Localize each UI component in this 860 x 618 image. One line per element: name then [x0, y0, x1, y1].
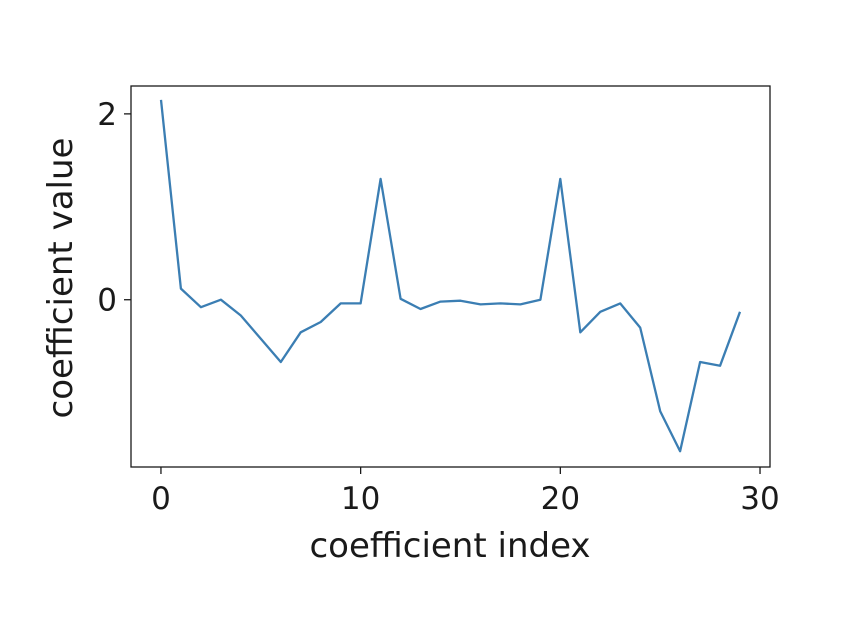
- x-tick-label: 20: [541, 481, 580, 517]
- x-tick-label: 10: [341, 481, 380, 517]
- series-line-0: [159, 99, 742, 453]
- plot-frame: [130, 85, 771, 468]
- x-axis-label: coefficient index: [309, 526, 590, 566]
- y-tick-label: 2: [97, 97, 117, 133]
- y-axis-label: coefficient value: [41, 138, 81, 419]
- x-tick-label: 0: [151, 481, 171, 517]
- x-tick-label: 30: [740, 481, 779, 517]
- y-tick-label: 0: [97, 283, 117, 319]
